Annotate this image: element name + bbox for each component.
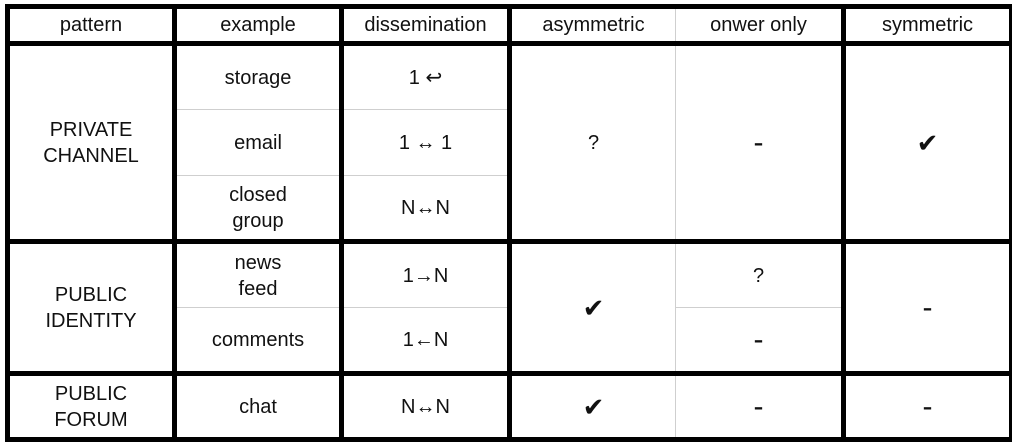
identity-owner-only-value: - [675, 307, 846, 376]
pattern-private-channel: PRIVATE CHANNEL [5, 43, 177, 244]
private-symmetric-value: ✔ [841, 43, 1012, 244]
identity-owner-only-value: ? [675, 241, 846, 308]
example-cell: chat [172, 373, 344, 442]
table-row: PRIVATE CHANNEL storage 1 ↩ ? - ✔ [5, 43, 1012, 244]
header-owner-only: onwer only [675, 4, 846, 46]
example-cell: news feed [172, 241, 344, 308]
header-example: example [172, 4, 344, 46]
table-row: closed group N↔N [8, 175, 1012, 244]
pattern-table: pattern example dissemination asymmetric… [5, 4, 1012, 442]
table-row: email 1 ↔ 1 [8, 109, 1012, 176]
identity-symmetric-value: - [841, 241, 1012, 376]
example-cell: storage [172, 43, 344, 110]
example-cell: closed group [172, 175, 344, 244]
table-row: PUBLIC IDENTITY news feed 1→N ✔ ? - [5, 241, 1012, 376]
dissemination-cell: N↔N [339, 373, 512, 442]
example-cell: email [172, 109, 344, 176]
dissemination-cell: N↔N [339, 175, 512, 244]
table-row: comments 1←N - [8, 307, 1012, 376]
example-cell: comments [172, 307, 344, 376]
private-asymmetric-value: ? [507, 43, 676, 244]
forum-symmetric-value: - [841, 373, 1012, 442]
dissemination-cell: 1 ↩ [339, 43, 512, 110]
forum-asymmetric-value: ✔ [507, 373, 676, 442]
dissemination-cell: 1←N [339, 307, 512, 376]
pattern-table-wrapper: pattern example dissemination asymmetric… [5, 4, 1012, 442]
dissemination-cell: 1→N [339, 241, 512, 308]
header-asymmetric: asymmetric [507, 4, 676, 46]
pattern-public-forum: PUBLIC FORUM [5, 373, 177, 442]
dissemination-cell: 1 ↔ 1 [339, 109, 512, 176]
header-pattern: pattern [5, 4, 177, 46]
header-row: pattern example dissemination asymmetric… [5, 4, 1012, 46]
table-row: PUBLIC FORUM chat N↔N ✔ - - [5, 373, 1012, 442]
private-owner-only-value: - [675, 43, 846, 244]
pattern-public-identity: PUBLIC IDENTITY [5, 241, 177, 376]
identity-asymmetric-value: ✔ [507, 241, 676, 376]
forum-owner-only-value: - [675, 373, 846, 442]
header-symmetric: symmetric [841, 4, 1012, 46]
header-dissemination: dissemination [339, 4, 512, 46]
